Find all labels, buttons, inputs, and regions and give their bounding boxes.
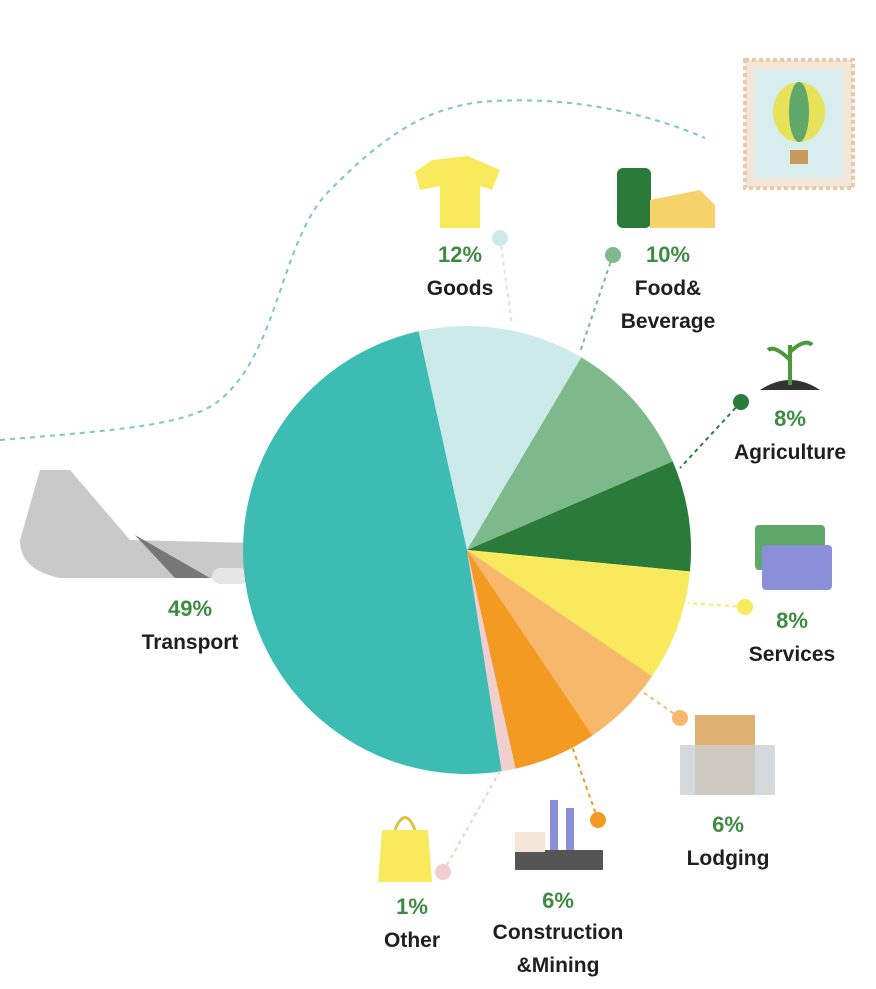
pie-slice (467, 550, 653, 736)
pie-slice (242, 331, 502, 775)
airplane-wing (135, 535, 210, 578)
pie-slice (467, 461, 691, 572)
factory-part (515, 832, 545, 852)
leader-dot (733, 394, 749, 410)
bag (378, 830, 432, 882)
cheese (650, 190, 715, 228)
balloon-basket (790, 150, 808, 164)
leader-dot (590, 812, 606, 828)
chimney (550, 800, 558, 850)
leader-line (687, 602, 746, 608)
leader-line (442, 761, 506, 873)
leader-line (639, 689, 681, 719)
pie-slice (467, 550, 593, 769)
category-label: Lodging (686, 847, 770, 870)
data-label: 1% (396, 894, 428, 919)
category-label: Services (748, 643, 836, 666)
airplane-engine (212, 568, 248, 584)
category-label: Food& Beverage (620, 277, 716, 333)
data-label: 8% (774, 406, 806, 431)
category-label: Agriculture (733, 441, 847, 464)
plant (766, 340, 814, 385)
chimney (566, 808, 574, 850)
data-label: 6% (712, 812, 744, 837)
category-label: Goods (426, 277, 494, 300)
building-side (680, 745, 775, 795)
pie-slice (467, 550, 516, 772)
factory (515, 850, 603, 870)
category-label: Transport (141, 631, 239, 654)
pie-slice (467, 550, 690, 677)
bag-handle (393, 816, 417, 831)
data-label: 6% (542, 888, 574, 913)
data-label: 12% (437, 242, 483, 267)
category-label: Other (383, 929, 441, 952)
data-label: 49% (167, 596, 213, 621)
tshirt (415, 156, 500, 228)
balloon-stripe (789, 82, 809, 142)
leader-line (567, 734, 599, 821)
can (617, 168, 651, 228)
leader-dot (605, 247, 621, 263)
leader-line (579, 254, 614, 353)
leader-line (679, 401, 742, 469)
pie-slice (467, 357, 673, 550)
leader-line (499, 237, 513, 326)
leader-dot (737, 599, 753, 615)
leader-dot (435, 864, 451, 880)
card (762, 545, 832, 590)
category-label: Construction &Mining (492, 921, 624, 977)
leader-dot (492, 230, 508, 246)
pie-slice (418, 326, 582, 550)
data-label: 10% (645, 242, 691, 267)
leader-dot (672, 710, 688, 726)
data-label: 8% (776, 608, 808, 633)
